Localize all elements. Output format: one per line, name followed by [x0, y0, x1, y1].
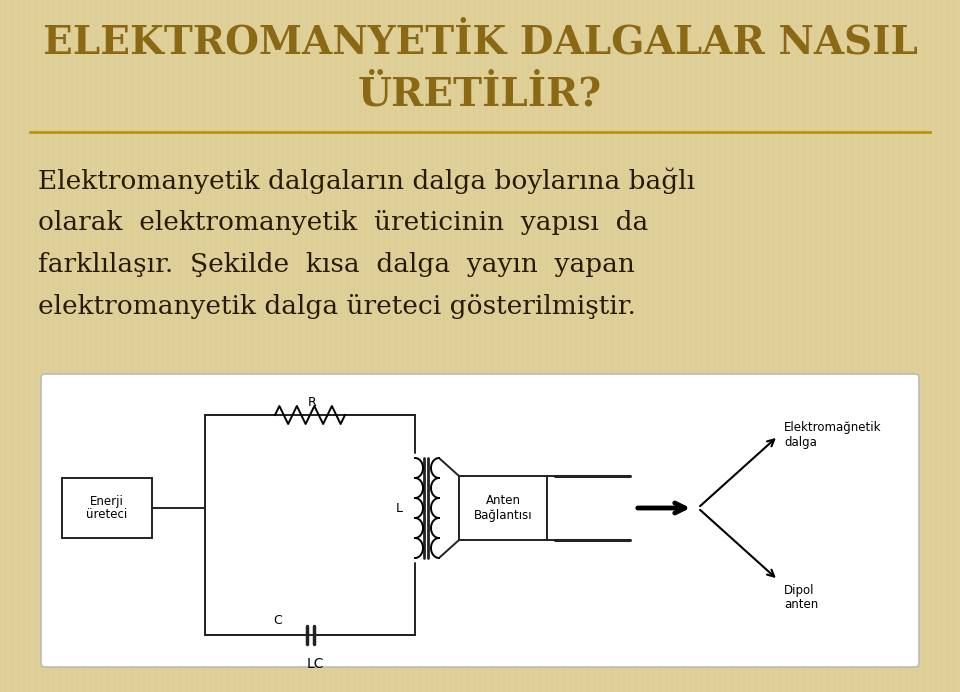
- Text: elektromanyetik dalga üreteci gösterilmiştir.: elektromanyetik dalga üreteci gösterilmi…: [38, 294, 636, 319]
- Text: Elektromanyetik dalgaların dalga boylarına bağlı: Elektromanyetik dalgaların dalga boyları…: [38, 168, 695, 194]
- Text: ÜRETİLİR?: ÜRETİLİR?: [358, 76, 602, 114]
- Bar: [62, 478, 152, 538]
- Bar: [459, 476, 547, 540]
- Text: olarak  elektromanyetik  üreticinin  yapısı  da: olarak elektromanyetik üreticinin yapısı…: [38, 210, 648, 235]
- Text: Elektromağnetik: Elektromağnetik: [784, 421, 881, 434]
- Text: L: L: [396, 502, 402, 514]
- Text: farklılaşır.  Şekilde  kısa  dalga  yayın  yapan: farklılaşır. Şekilde kısa dalga yayın ya…: [38, 252, 635, 277]
- FancyBboxPatch shape: [41, 374, 919, 667]
- Text: anten: anten: [784, 598, 818, 611]
- Text: Enerji: Enerji: [90, 495, 124, 509]
- Text: Dipol: Dipol: [784, 584, 814, 597]
- Text: R: R: [307, 397, 317, 410]
- Text: LC: LC: [306, 657, 324, 671]
- Text: Bağlantısı: Bağlantısı: [473, 509, 532, 522]
- Text: ELEKTROMANYETİK DALGALAR NASIL: ELEKTROMANYETİK DALGALAR NASIL: [42, 23, 918, 61]
- Text: dalga: dalga: [784, 436, 817, 449]
- Text: C: C: [274, 614, 282, 628]
- Text: Anten: Anten: [486, 495, 520, 507]
- Text: üreteci: üreteci: [86, 509, 128, 522]
